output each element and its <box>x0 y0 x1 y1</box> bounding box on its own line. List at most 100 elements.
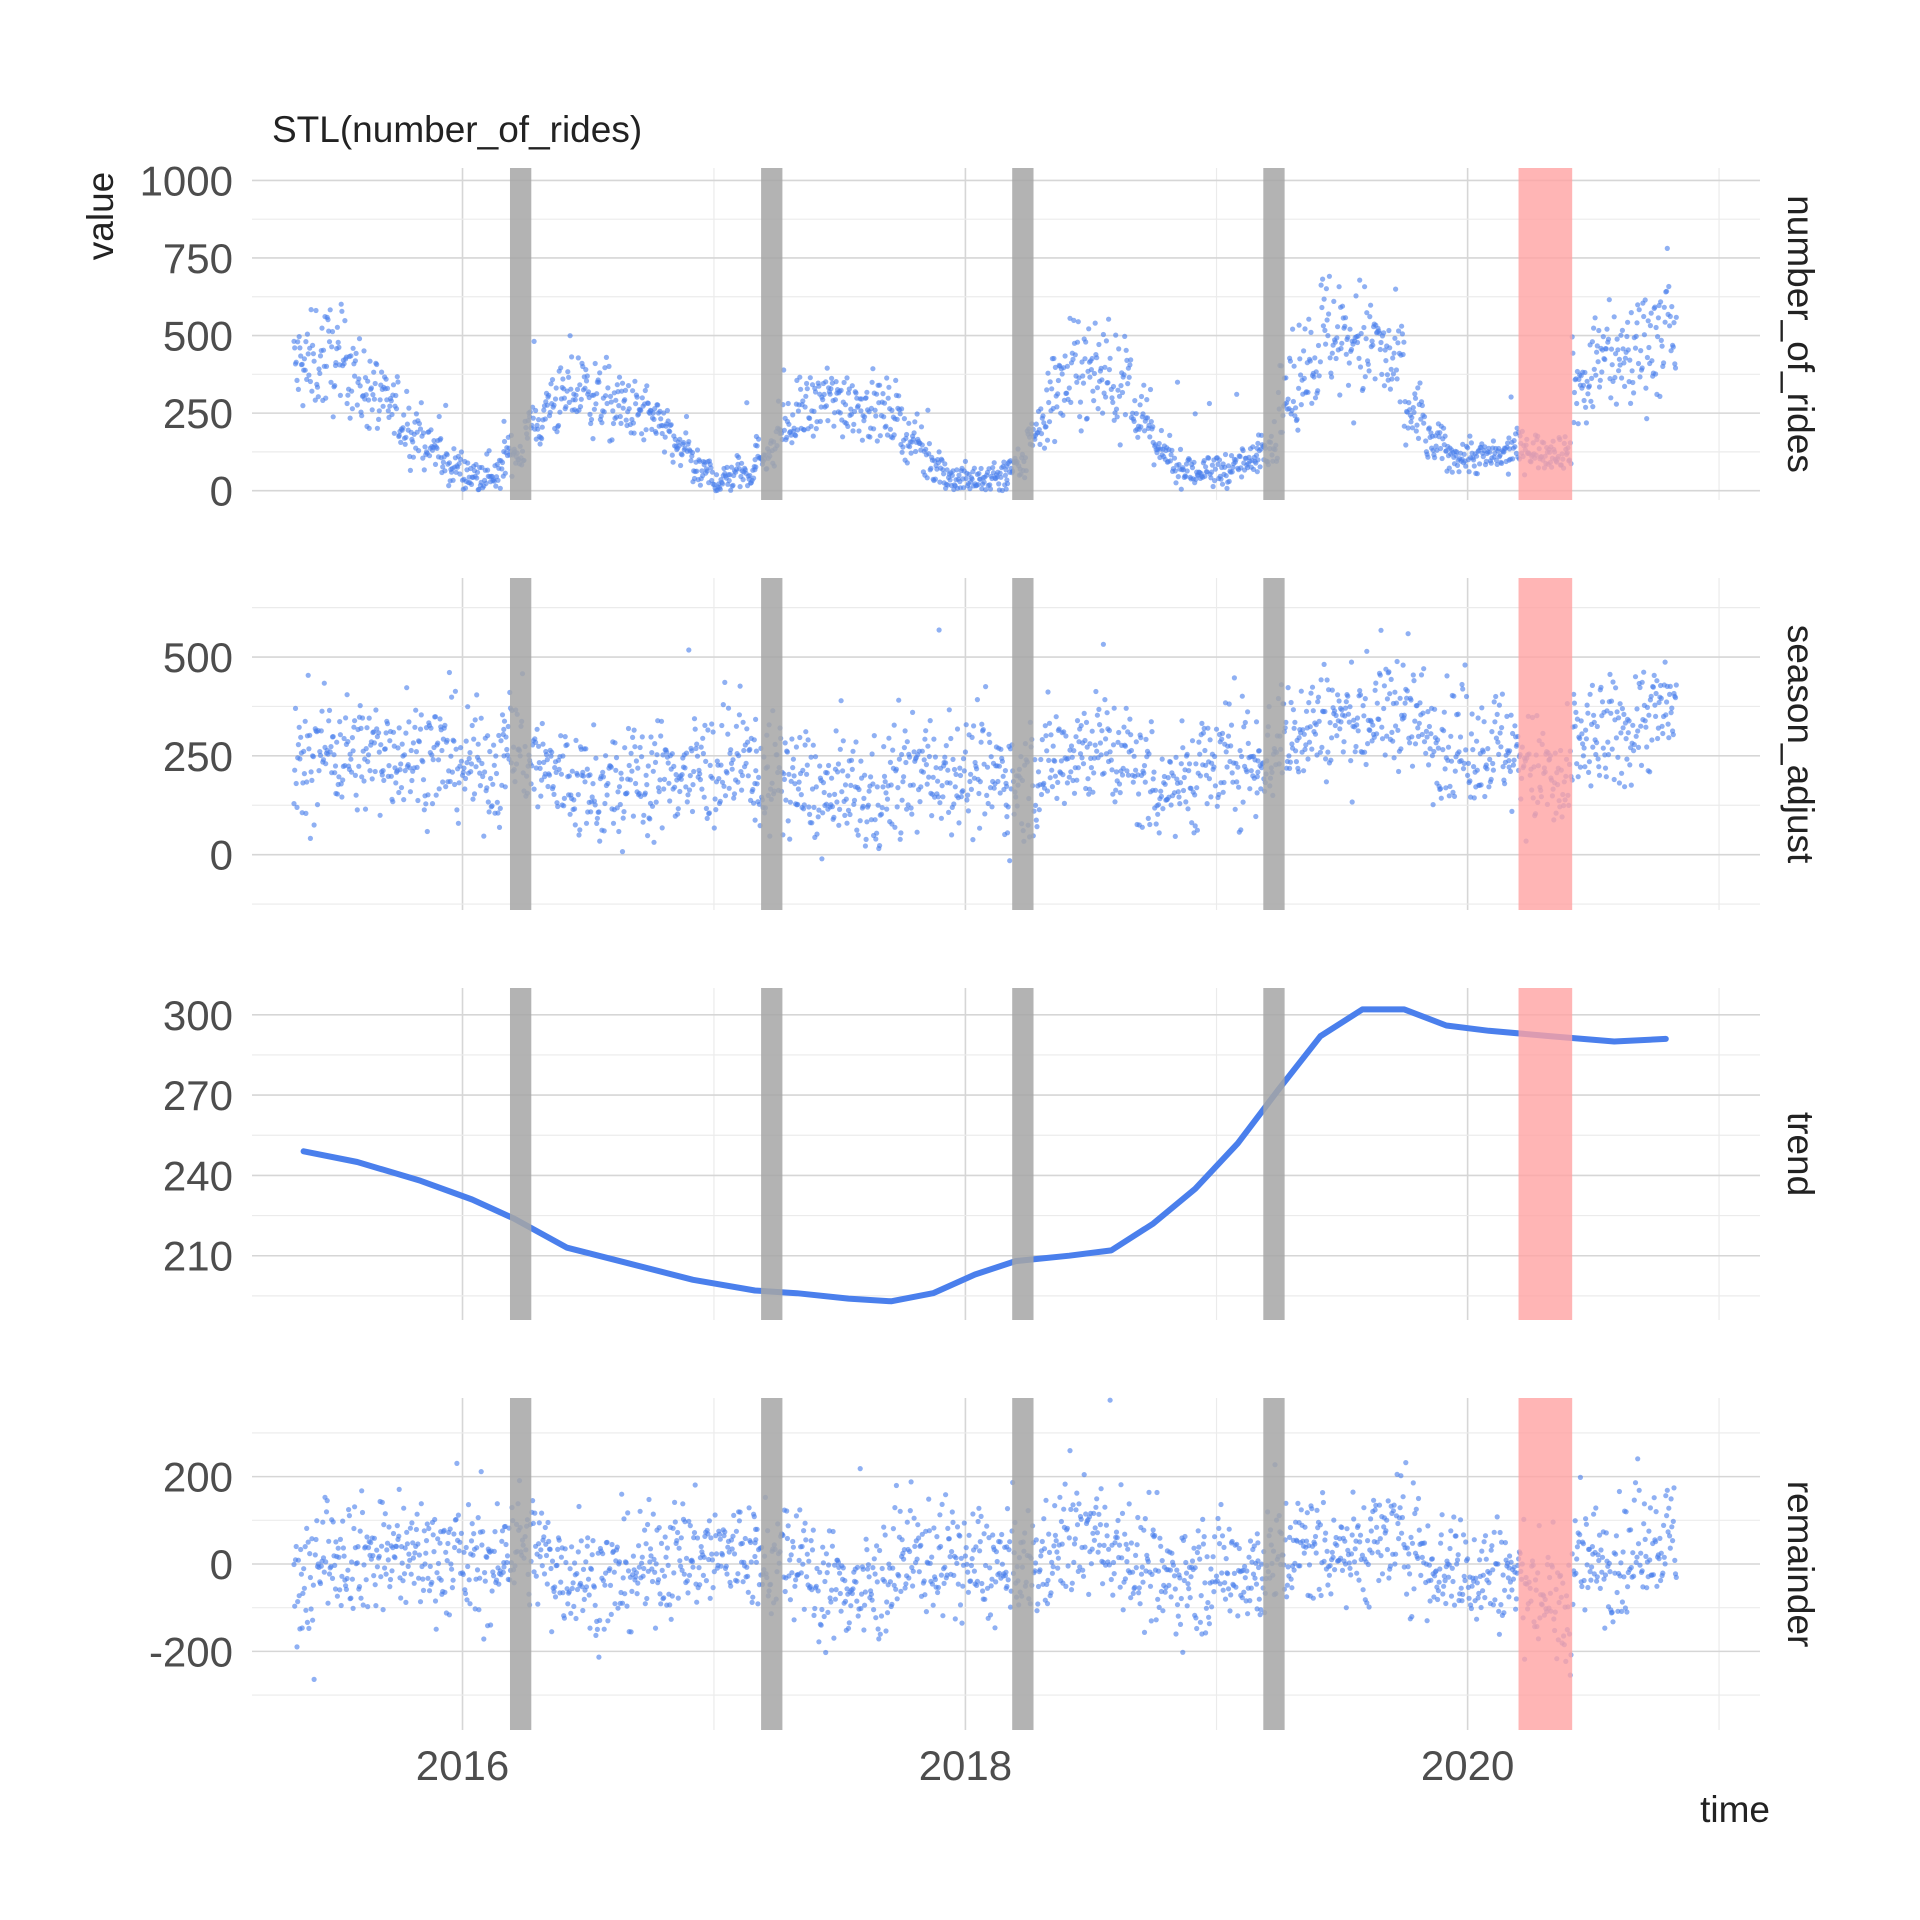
data-point <box>916 1569 922 1575</box>
data-point <box>1452 768 1458 774</box>
data-point <box>945 767 951 773</box>
data-point <box>1471 457 1477 463</box>
data-point <box>627 777 634 783</box>
data-point <box>946 707 952 713</box>
data-point <box>621 809 627 815</box>
gray-highlight-band <box>761 988 783 1320</box>
data-point <box>671 763 677 770</box>
data-point <box>469 1521 475 1527</box>
data-point <box>379 772 385 778</box>
data-point <box>868 774 874 780</box>
data-point <box>921 757 927 763</box>
data-point <box>563 404 569 410</box>
data-point <box>955 1581 961 1587</box>
data-point <box>835 761 842 767</box>
data-point <box>795 408 802 414</box>
data-point <box>644 782 650 788</box>
data-point <box>446 1612 452 1618</box>
data-point <box>608 399 614 405</box>
data-point <box>904 460 910 466</box>
data-point <box>533 1573 539 1579</box>
data-point <box>1296 769 1302 775</box>
data-point <box>952 1616 958 1622</box>
data-point <box>824 770 830 776</box>
data-point <box>292 1603 298 1609</box>
data-point <box>613 414 620 420</box>
data-point <box>694 447 701 453</box>
data-point <box>922 1592 928 1598</box>
data-point <box>605 385 611 391</box>
data-point <box>1321 661 1327 668</box>
data-point <box>1426 723 1432 730</box>
data-point <box>1296 735 1302 741</box>
data-point <box>977 825 983 831</box>
data-point <box>398 439 404 445</box>
data-point <box>804 386 810 392</box>
data-point <box>838 698 844 704</box>
data-point <box>624 790 630 796</box>
data-point <box>680 439 687 446</box>
data-point <box>1200 730 1206 736</box>
data-point <box>1175 474 1181 480</box>
data-point <box>1334 335 1340 341</box>
data-point <box>1378 627 1384 633</box>
strip-label: number_of_rides <box>1780 195 1821 473</box>
data-point <box>1172 833 1178 840</box>
data-point <box>538 1547 544 1553</box>
data-point <box>900 779 906 785</box>
data-point <box>965 792 971 798</box>
data-point <box>796 779 802 785</box>
data-point <box>534 726 540 732</box>
data-point <box>1443 785 1449 791</box>
data-point <box>1173 1631 1179 1637</box>
data-point <box>1627 357 1633 363</box>
data-point <box>805 737 811 743</box>
data-point <box>418 400 424 406</box>
data-point <box>889 1601 895 1607</box>
data-point <box>1046 1531 1052 1537</box>
data-point <box>784 749 791 755</box>
data-point <box>1450 789 1456 796</box>
data-point <box>1107 355 1113 361</box>
data-point <box>1667 323 1673 329</box>
data-point <box>1003 486 1009 492</box>
data-point <box>842 782 849 788</box>
data-point <box>744 400 750 406</box>
data-point <box>1512 723 1518 729</box>
data-point <box>365 1604 371 1610</box>
data-point <box>1646 712 1652 718</box>
data-point <box>984 1523 990 1529</box>
data-point <box>480 773 486 780</box>
data-point <box>1137 1601 1143 1607</box>
data-point <box>584 1543 590 1549</box>
data-point <box>829 804 836 810</box>
data-point <box>1034 1608 1040 1614</box>
data-point <box>1116 1542 1123 1548</box>
data-point <box>997 790 1003 796</box>
data-point <box>1351 420 1357 426</box>
data-point <box>977 1548 983 1554</box>
data-point <box>683 784 689 790</box>
data-point <box>998 474 1004 480</box>
data-point <box>1125 1546 1131 1552</box>
data-point <box>1110 399 1116 405</box>
data-point <box>963 722 969 728</box>
data-point <box>851 421 857 427</box>
data-point <box>904 1519 910 1525</box>
data-point <box>866 788 872 794</box>
data-point <box>1192 792 1198 798</box>
data-point <box>1664 288 1670 294</box>
data-point <box>1071 748 1077 754</box>
data-point <box>600 769 606 775</box>
data-point <box>1091 1510 1097 1516</box>
data-point <box>1087 374 1093 380</box>
data-point <box>555 422 562 429</box>
data-point <box>642 1527 648 1533</box>
data-point <box>1138 1571 1145 1577</box>
data-point <box>1254 774 1260 780</box>
data-point <box>807 375 813 381</box>
data-point <box>344 692 350 698</box>
y-tick-label: 0 <box>210 468 233 515</box>
data-point <box>648 1553 654 1559</box>
data-point <box>1343 699 1349 705</box>
